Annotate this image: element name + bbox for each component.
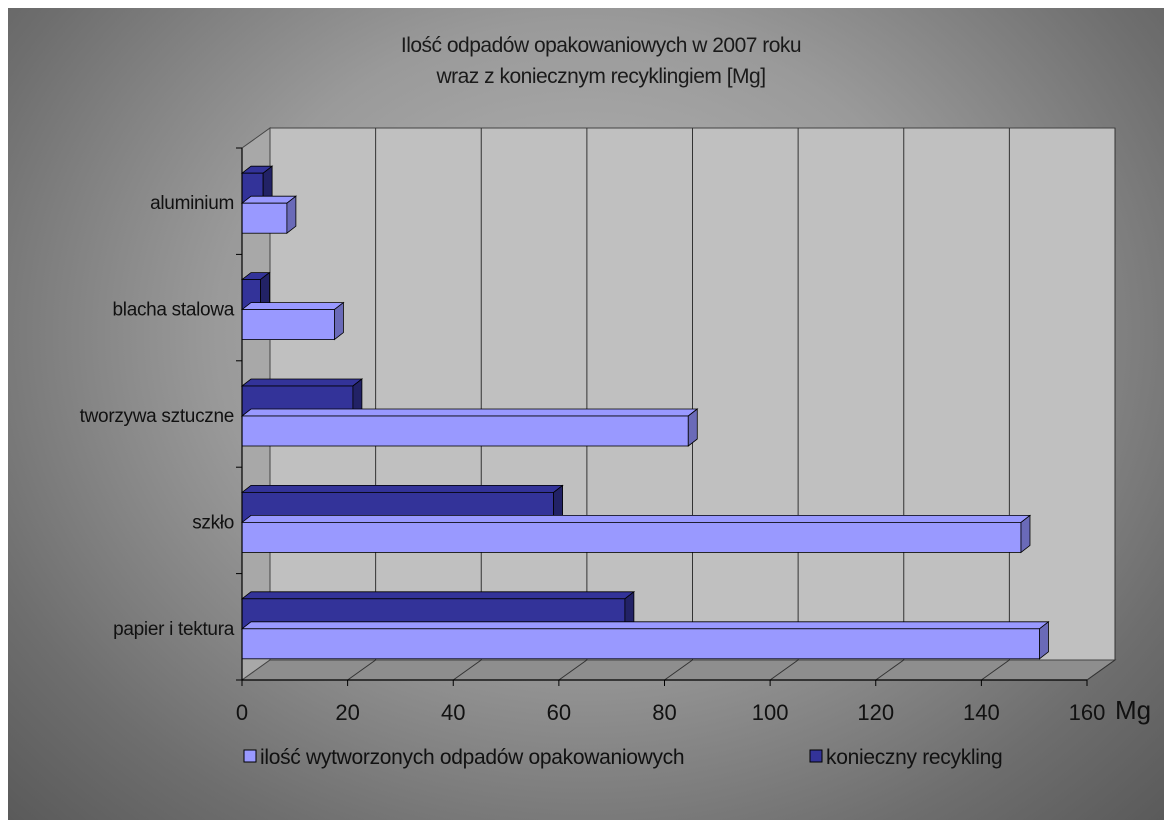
bar-generated-front xyxy=(241,522,1022,553)
x-axis-unit-label: Mg xyxy=(1115,695,1151,725)
x-tick-label: 0 xyxy=(236,700,248,725)
legend-label-recycling: konieczny recykling xyxy=(826,746,1002,769)
category-label: tworzywa sztuczne xyxy=(80,406,234,427)
x-tick-labels: 0 20 40 60 80 100 120 140 160 xyxy=(236,700,1105,725)
chart-svg: Ilość odpadów opakowaniowych w 2007 roku… xyxy=(80,34,1151,769)
x-tick-label: 120 xyxy=(857,700,894,725)
x-tick-label: 40 xyxy=(441,700,465,725)
category-label: szkło xyxy=(192,512,234,533)
gridline-floor xyxy=(981,659,1010,681)
category-labels: papier i tektura szkło tworzywa sztuczne bl… xyxy=(80,193,235,640)
chart-title-line-2: wraz z koniecznym recyklingiem [Mg] xyxy=(435,65,765,88)
gridline-floor xyxy=(1086,659,1116,681)
bar-generated xyxy=(240,620,1050,660)
bar-recycling-top xyxy=(240,378,364,387)
chart-gridlines xyxy=(347,128,1116,681)
bar-generated-top xyxy=(240,514,1032,523)
bar-generated-side xyxy=(334,301,344,341)
x-tick-label: 160 xyxy=(1069,700,1106,725)
gridline-floor xyxy=(875,659,905,681)
legend-swatch-generated xyxy=(243,749,257,763)
bar-generated-side xyxy=(687,408,698,447)
gridline-floor xyxy=(664,659,693,681)
gridline-floor xyxy=(769,659,799,681)
bar-generated-front xyxy=(241,415,689,447)
x-tick-label: 140 xyxy=(963,700,1000,725)
bar-generated-front xyxy=(241,628,1040,660)
bar-generated-front xyxy=(241,202,288,234)
bar-generated-top xyxy=(240,408,699,417)
x-tick-label: 60 xyxy=(547,700,571,725)
bar-recycling xyxy=(240,165,274,205)
bar-generated-top xyxy=(240,302,345,311)
category-label: aluminium xyxy=(150,193,234,214)
bar-recycling-top xyxy=(240,591,636,600)
chart-title-line-1: Ilość odpadów opakowaniowych w 2007 roku xyxy=(401,34,801,57)
bar-generated-side xyxy=(1020,514,1031,554)
chart-frame: Ilość odpadów opakowaniowych w 2007 roku… xyxy=(8,8,1164,820)
x-tick-label: 20 xyxy=(335,700,359,725)
chart-axes xyxy=(236,147,1088,686)
gridline-floor xyxy=(347,659,376,681)
bar-generated xyxy=(240,408,699,447)
legend-swatch-recycling xyxy=(809,749,823,763)
chart-legend: ilość wytworzonych odpadów opakowaniowyc… xyxy=(243,746,1003,769)
bar-generated xyxy=(240,195,298,235)
gridline-floor xyxy=(452,659,482,681)
x-tick-label: 80 xyxy=(652,700,676,725)
bar-generated xyxy=(240,514,1032,554)
x-tick-label: 100 xyxy=(752,700,789,725)
gridline-floor xyxy=(558,659,588,681)
chart-bars xyxy=(240,165,1050,660)
bar-generated-side xyxy=(286,195,297,235)
bar-generated xyxy=(240,301,345,341)
bar-recycling-top xyxy=(240,484,564,493)
bar-generated-front xyxy=(241,309,335,341)
bar-generated-top xyxy=(240,621,1050,630)
legend-label-generated: ilość wytworzonych odpadów opakowaniowyc… xyxy=(260,746,684,769)
bar-generated-side xyxy=(1039,620,1049,660)
category-label: papier i tektura xyxy=(113,619,235,640)
category-label: blacha stalowa xyxy=(113,300,235,321)
